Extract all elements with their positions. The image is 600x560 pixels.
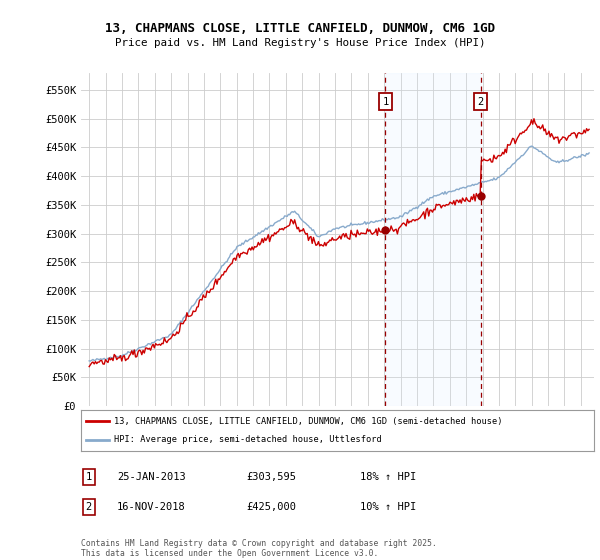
Text: 25-JAN-2013: 25-JAN-2013 xyxy=(117,472,186,482)
Text: 16-NOV-2018: 16-NOV-2018 xyxy=(117,502,186,512)
Text: 1: 1 xyxy=(86,472,92,482)
Text: 13, CHAPMANS CLOSE, LITTLE CANFIELD, DUNMOW, CM6 1GD: 13, CHAPMANS CLOSE, LITTLE CANFIELD, DUN… xyxy=(105,22,495,35)
Text: 10% ↑ HPI: 10% ↑ HPI xyxy=(360,502,416,512)
Text: £303,595: £303,595 xyxy=(246,472,296,482)
Text: £425,000: £425,000 xyxy=(246,502,296,512)
Text: 18% ↑ HPI: 18% ↑ HPI xyxy=(360,472,416,482)
Text: 2: 2 xyxy=(478,96,484,106)
Text: 13, CHAPMANS CLOSE, LITTLE CANFIELD, DUNMOW, CM6 1GD (semi-detached house): 13, CHAPMANS CLOSE, LITTLE CANFIELD, DUN… xyxy=(115,417,503,426)
Text: HPI: Average price, semi-detached house, Uttlesford: HPI: Average price, semi-detached house,… xyxy=(115,436,382,445)
Text: 1: 1 xyxy=(382,96,388,106)
Text: Contains HM Land Registry data © Crown copyright and database right 2025.
This d: Contains HM Land Registry data © Crown c… xyxy=(81,539,437,558)
Bar xyxy=(385,73,481,406)
Text: Price paid vs. HM Land Registry's House Price Index (HPI): Price paid vs. HM Land Registry's House … xyxy=(115,38,485,48)
Text: 2: 2 xyxy=(86,502,92,512)
